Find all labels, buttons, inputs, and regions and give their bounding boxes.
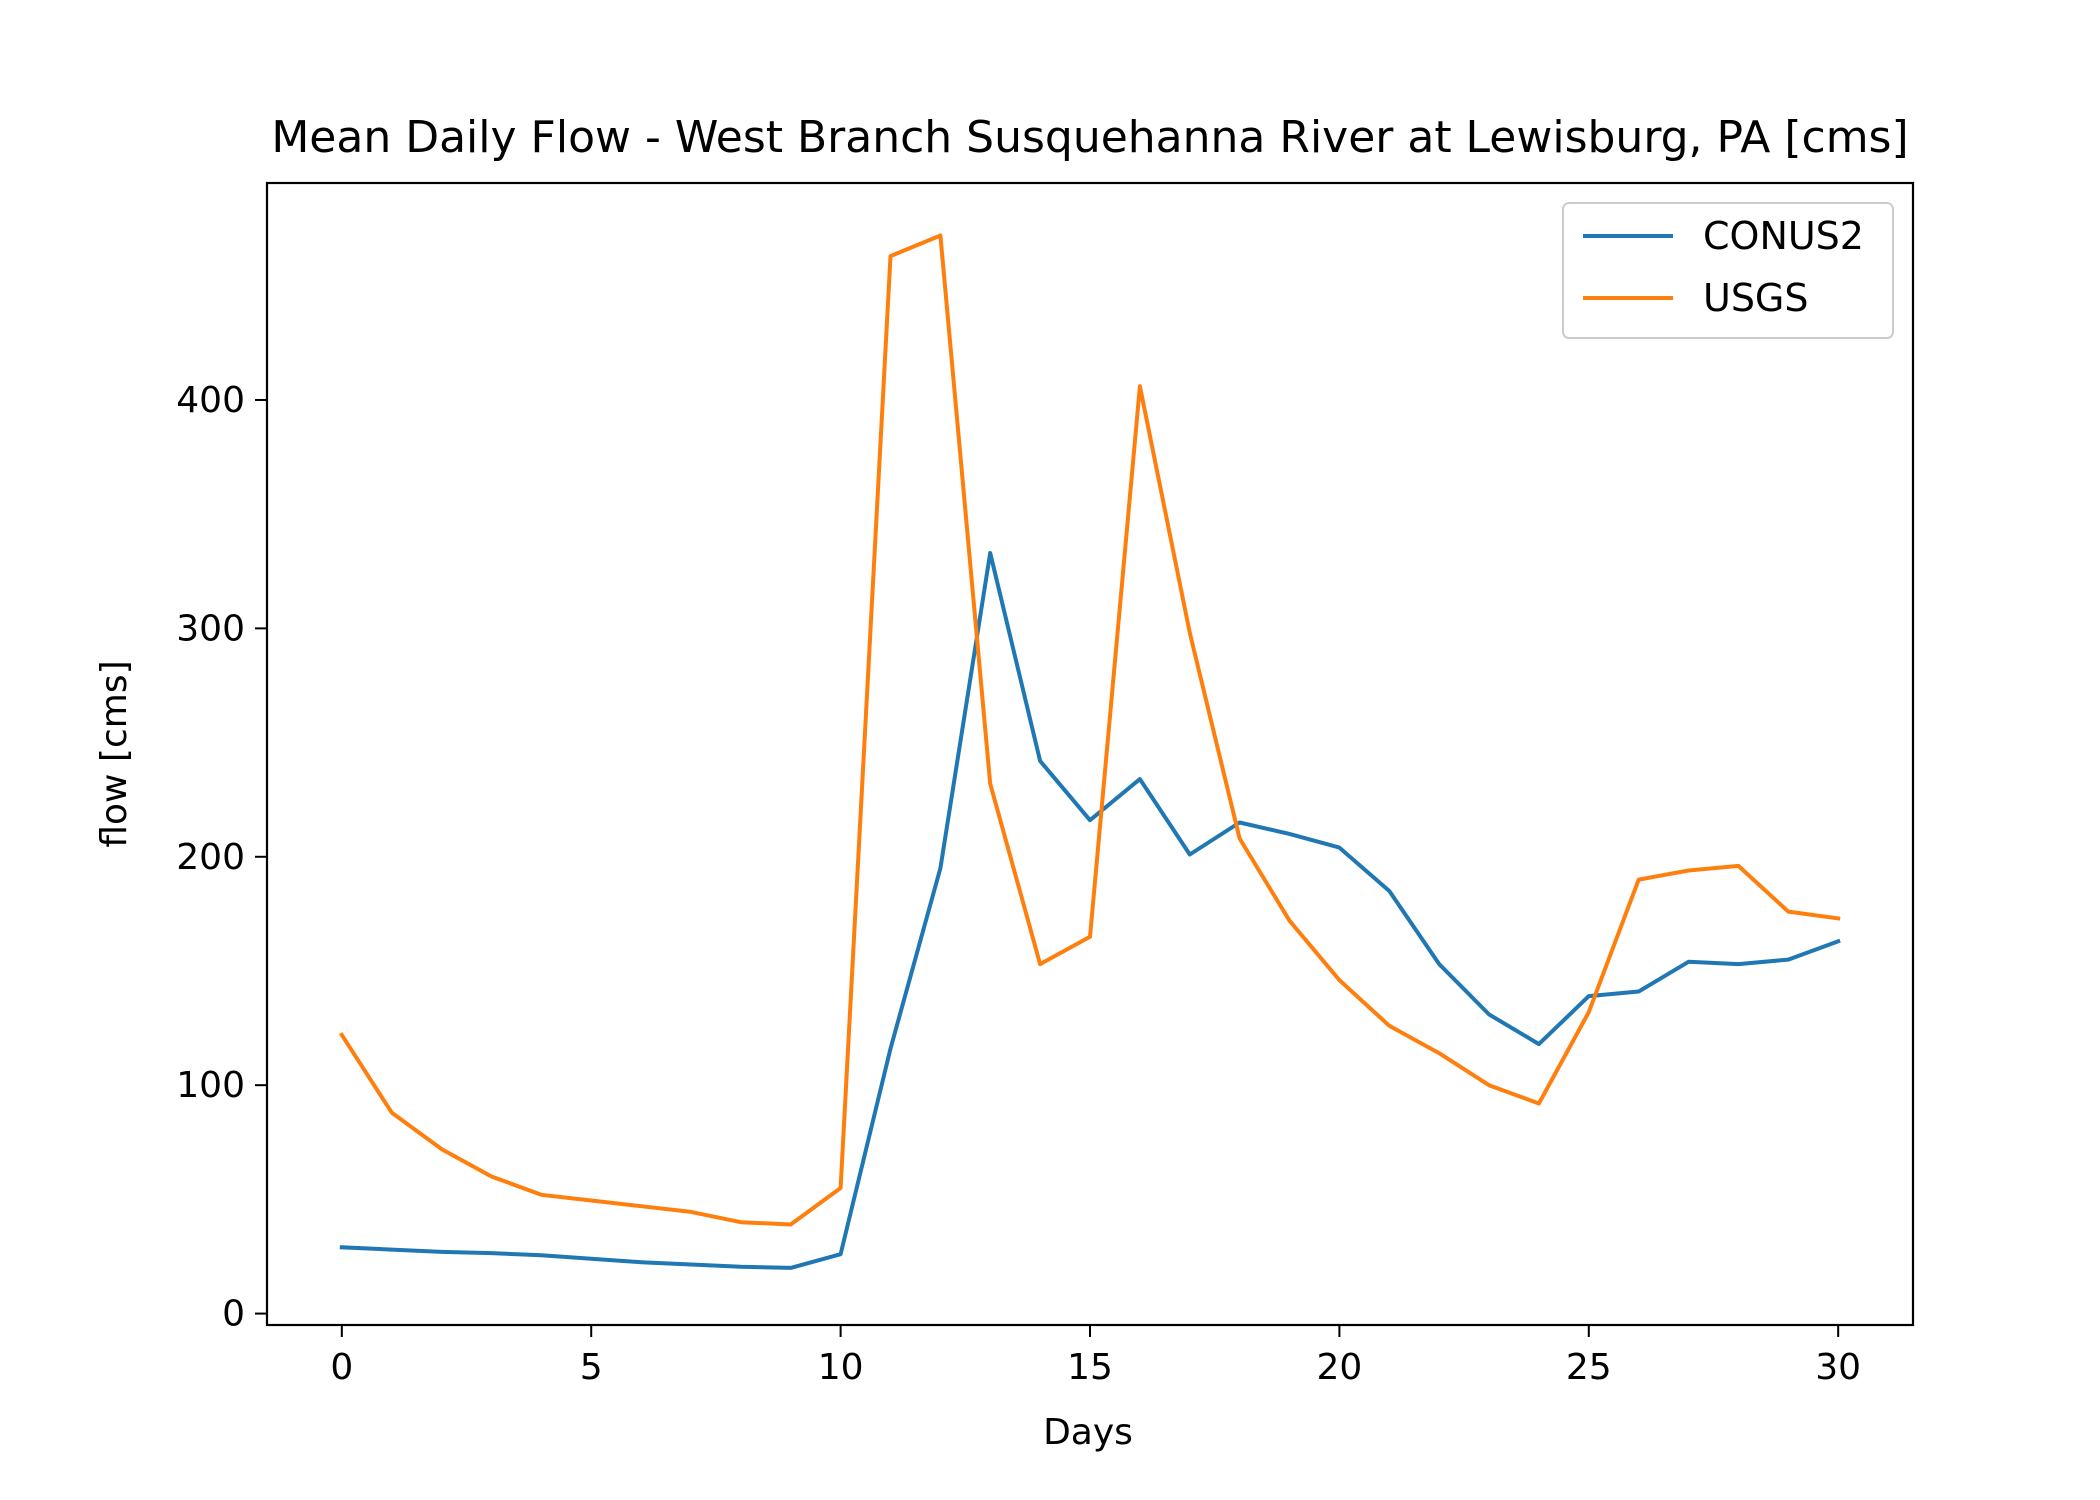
y-tick-label: 200 <box>176 837 245 878</box>
series-line-usgs <box>339 233 1841 1227</box>
y-tick-label: 0 <box>222 1294 245 1335</box>
chart-title: Mean Daily Flow - West Branch Susquehann… <box>271 112 1908 163</box>
plot-area <box>339 233 1841 1270</box>
x-axis-label: Days <box>1043 1412 1133 1453</box>
x-tick-label: 0 <box>330 1347 353 1388</box>
y-tick-label: 300 <box>176 608 245 649</box>
y-axis: 0 100 200 300 400 <box>176 380 267 1335</box>
y-axis-label: flow [cms] <box>94 660 135 847</box>
x-axis: 0 5 10 15 20 25 30 <box>330 1325 1861 1388</box>
y-tick-label: 100 <box>176 1065 245 1106</box>
x-tick-label: 30 <box>1815 1347 1861 1388</box>
y-tick-label: 400 <box>176 380 245 421</box>
x-tick-label: 25 <box>1566 1347 1612 1388</box>
x-tick-label: 20 <box>1316 1347 1362 1388</box>
x-tick-label: 5 <box>580 1347 603 1388</box>
legend-label-conus2: CONUS2 <box>1703 214 1864 258</box>
x-tick-label: 10 <box>818 1347 864 1388</box>
legend: CONUS2 USGS <box>1562 202 1894 339</box>
legend-label-usgs: USGS <box>1703 276 1809 320</box>
x-tick-label: 15 <box>1067 1347 1113 1388</box>
series-line-conus2 <box>339 551 1841 1270</box>
